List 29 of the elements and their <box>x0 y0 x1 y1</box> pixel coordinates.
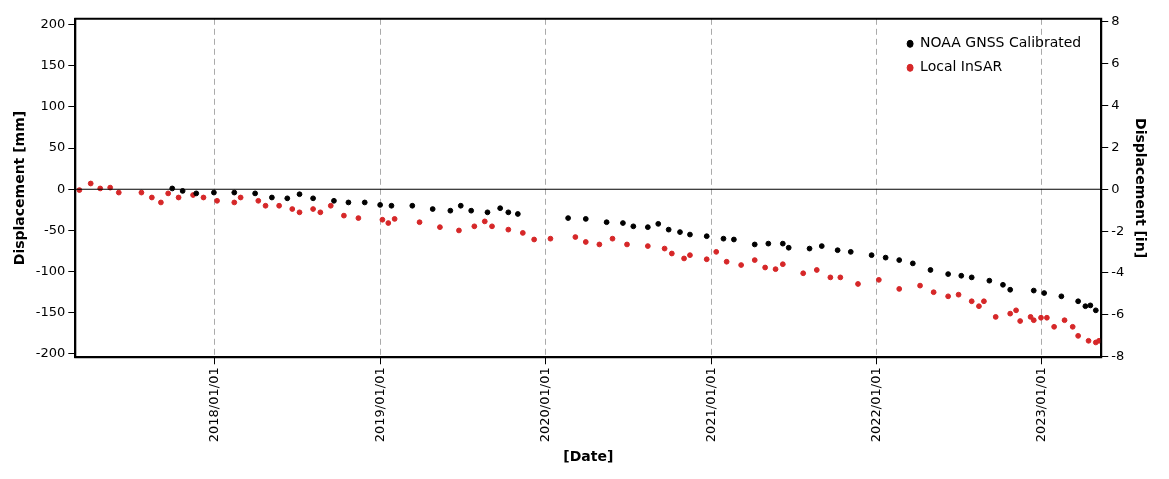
x-tick-label: 2018/01/01 <box>206 367 222 443</box>
x-tick-label: 2019/01/01 <box>371 367 387 443</box>
y-tick-label: 50 <box>48 139 66 155</box>
y2-tick-label: 4 <box>1111 96 1120 112</box>
y-tick-label: 200 <box>40 15 66 31</box>
x-tick-label: 2022/01/01 <box>867 367 883 443</box>
y2-tick-label: 8 <box>1111 13 1120 29</box>
y-tick-label: -50 <box>44 221 66 237</box>
y-tick-label: 150 <box>40 57 66 73</box>
y-tick-label: 0 <box>57 180 66 196</box>
y2-tick-label: -8 <box>1111 348 1125 364</box>
y-tick-label: 100 <box>40 98 66 114</box>
y-tick-label: -150 <box>35 304 66 320</box>
x-tick-label: 2020/01/01 <box>536 367 552 443</box>
y2-tick-label: 0 <box>1111 180 1120 196</box>
legend-label: NOAA GNSS Calibrated <box>920 34 1082 51</box>
y2-tick-label: 2 <box>1111 138 1120 154</box>
legend-label: Local InSAR <box>920 58 1003 75</box>
y2-tick-label: -4 <box>1111 264 1125 280</box>
x-tick-label: 2023/01/01 <box>1033 367 1049 443</box>
y-tick-label: -100 <box>35 263 66 278</box>
y-axis-title: Displacement [mm] <box>11 110 28 266</box>
y2-axis-title: Displacement [in] <box>1132 118 1149 259</box>
y2-tick-label: -2 <box>1111 222 1125 238</box>
y2-tick-label: -6 <box>1111 306 1125 322</box>
x-tick-label: 2021/01/01 <box>702 367 718 443</box>
y-tick-label: -200 <box>35 345 66 361</box>
x-axis-title: [Date] <box>563 448 614 465</box>
y2-tick-label: 6 <box>1111 55 1120 71</box>
